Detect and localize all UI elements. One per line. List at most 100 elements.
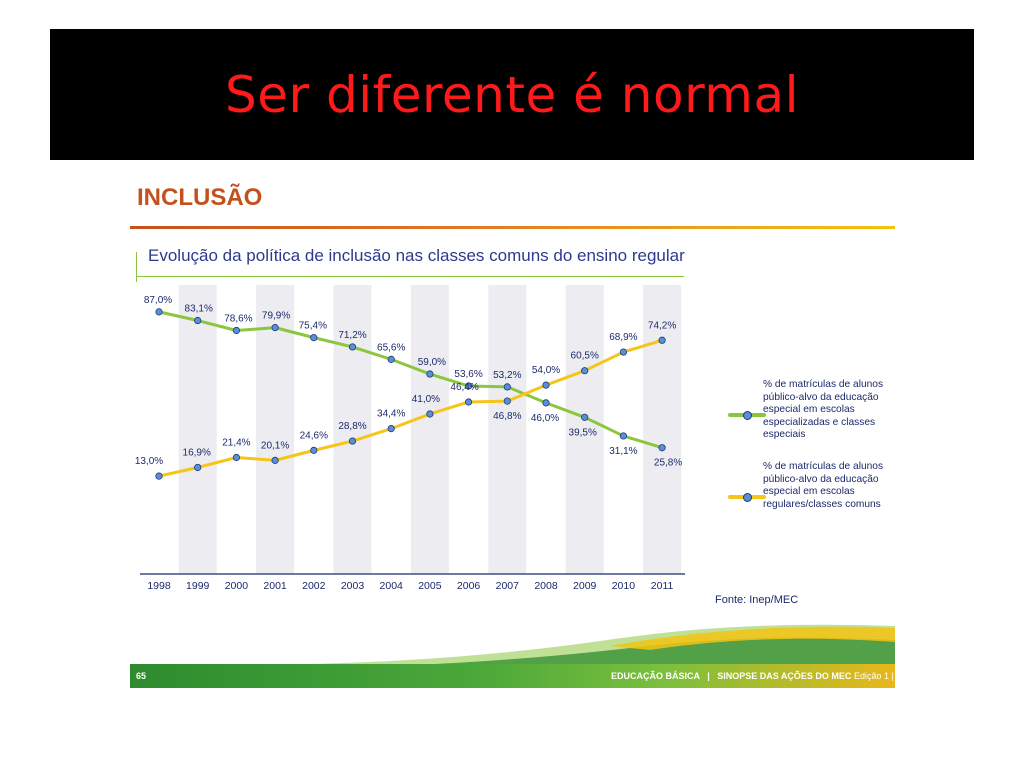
x-tick-label: 2010: [612, 580, 636, 592]
data-label: 31,1%: [609, 446, 637, 457]
data-label: 39,5%: [569, 427, 597, 438]
data-label: 65,6%: [377, 342, 405, 353]
data-point: [619, 348, 627, 356]
data-label: 78,6%: [224, 314, 252, 325]
data-point: [194, 316, 202, 325]
data-point: [387, 425, 395, 433]
legend-label: % de matrículas de alunos público-alvo d…: [763, 379, 884, 440]
legend-marker: [743, 493, 752, 502]
chart-legend: % de matrículas de alunos público-alvo d…: [728, 379, 895, 543]
data-label: 25,8%: [654, 458, 682, 469]
slide-title-bar: Ser diferente é normal: [50, 29, 974, 160]
data-label: 21,4%: [222, 437, 250, 448]
x-tick-label: 2008: [534, 580, 558, 592]
footer-band: [130, 664, 895, 688]
x-tick-label: 2004: [380, 580, 404, 592]
data-label: 46,0%: [531, 413, 559, 424]
data-point: [310, 334, 318, 342]
data-label: 24,6%: [300, 430, 328, 441]
chart-figure: INCLUSÃO Evolução da política de inclusã…: [130, 176, 895, 688]
data-label: 71,2%: [338, 330, 366, 341]
data-label: 74,2%: [648, 320, 676, 331]
footer-right-bold: SINOPSE DAS AÇÕES DO MEC: [717, 671, 852, 681]
x-tick-label: 2003: [341, 580, 365, 592]
grid-band: [565, 285, 604, 574]
grid-band: [643, 285, 682, 574]
title-frame-vertical: [136, 252, 137, 282]
data-point: [464, 398, 473, 406]
chart-title: Evolução da política de inclusão nas cla…: [148, 246, 685, 265]
source-note: Fonte: Inep/MEC: [715, 594, 799, 606]
grid-band: [178, 285, 217, 574]
data-point: [194, 463, 202, 472]
data-label: 59,0%: [418, 357, 446, 368]
data-point: [581, 413, 589, 421]
data-label: 54,0%: [532, 365, 560, 376]
grid-band: [410, 285, 449, 574]
series-line: [158, 310, 663, 450]
data-label: 28,8%: [338, 421, 366, 432]
data-label: 60,5%: [571, 351, 599, 362]
footer-left-text: EDUCAÇÃO BÁSICA: [611, 671, 700, 681]
data-point: [271, 324, 279, 332]
section-divider: [130, 226, 895, 229]
title-frame-horizontal: [136, 276, 684, 277]
x-tick-label: 2011: [651, 580, 674, 592]
data-point: [581, 367, 589, 375]
x-tick-label: 2005: [418, 580, 442, 592]
data-point: [542, 399, 550, 407]
data-point: [348, 343, 357, 351]
grid-band: [488, 285, 527, 574]
data-label: 46,4%: [450, 382, 478, 393]
data-point: [348, 437, 357, 445]
data-label: 41,0%: [412, 394, 440, 405]
data-point: [658, 444, 666, 452]
data-point: [271, 456, 279, 464]
data-point: [619, 432, 627, 440]
data-label: 53,6%: [454, 369, 482, 380]
x-tick-label: 2002: [302, 580, 326, 592]
data-point: [503, 397, 511, 405]
data-label: 75,4%: [299, 321, 327, 332]
x-tick-label: 2007: [496, 580, 520, 592]
x-tick-label: 2001: [263, 580, 287, 592]
legend-item-regulares: % de matrículas de alunos público-alvo d…: [728, 461, 895, 543]
x-tick-label: 1998: [147, 580, 171, 592]
footer-text: EDUCAÇÃO BÁSICA | SINOPSE DAS AÇÕES DO M…: [611, 671, 895, 681]
data-point: [542, 381, 550, 389]
grid-band: [333, 285, 372, 574]
data-label: 83,1%: [185, 304, 213, 315]
data-point: [387, 355, 395, 363]
x-tick-label: 2009: [573, 580, 597, 592]
x-tick-label: 2006: [457, 580, 481, 592]
data-point: [464, 382, 473, 390]
data-point: [503, 383, 511, 391]
data-label: 46,8%: [493, 411, 521, 422]
data-point: [232, 453, 241, 462]
data-label: 20,1%: [261, 440, 289, 451]
line-chart: 1998 1999 2000 2001 2002 2003 2004 2005 2006 2007…: [135, 285, 685, 592]
footer-separator: |: [707, 671, 710, 681]
footer-right-light: Edição 1 | 2012: [853, 671, 895, 681]
data-label: 53,2%: [493, 370, 521, 381]
data-point: [426, 410, 434, 418]
section-title: INCLUSÃO: [137, 184, 263, 211]
data-point: [310, 446, 318, 454]
data-point: [658, 336, 666, 344]
legend-marker: [743, 411, 752, 420]
data-label: 87,0%: [144, 295, 172, 306]
legend-item-especializadas: % de matrículas de alunos público-alvo d…: [728, 379, 895, 461]
slide-title: Ser diferente é normal: [225, 65, 799, 124]
page-number: 65: [136, 671, 147, 681]
grid-band: [256, 285, 295, 574]
data-label: 16,9%: [183, 447, 211, 458]
data-label: 68,9%: [609, 332, 637, 343]
data-label: 34,4%: [377, 409, 405, 420]
data-point: [155, 472, 163, 480]
data-label: 13,0%: [135, 456, 163, 467]
series-line: [158, 338, 663, 478]
data-label: 79,9%: [262, 311, 290, 322]
data-point: [426, 370, 434, 378]
x-tick-label: 2000: [225, 580, 249, 592]
data-point: [155, 308, 163, 316]
